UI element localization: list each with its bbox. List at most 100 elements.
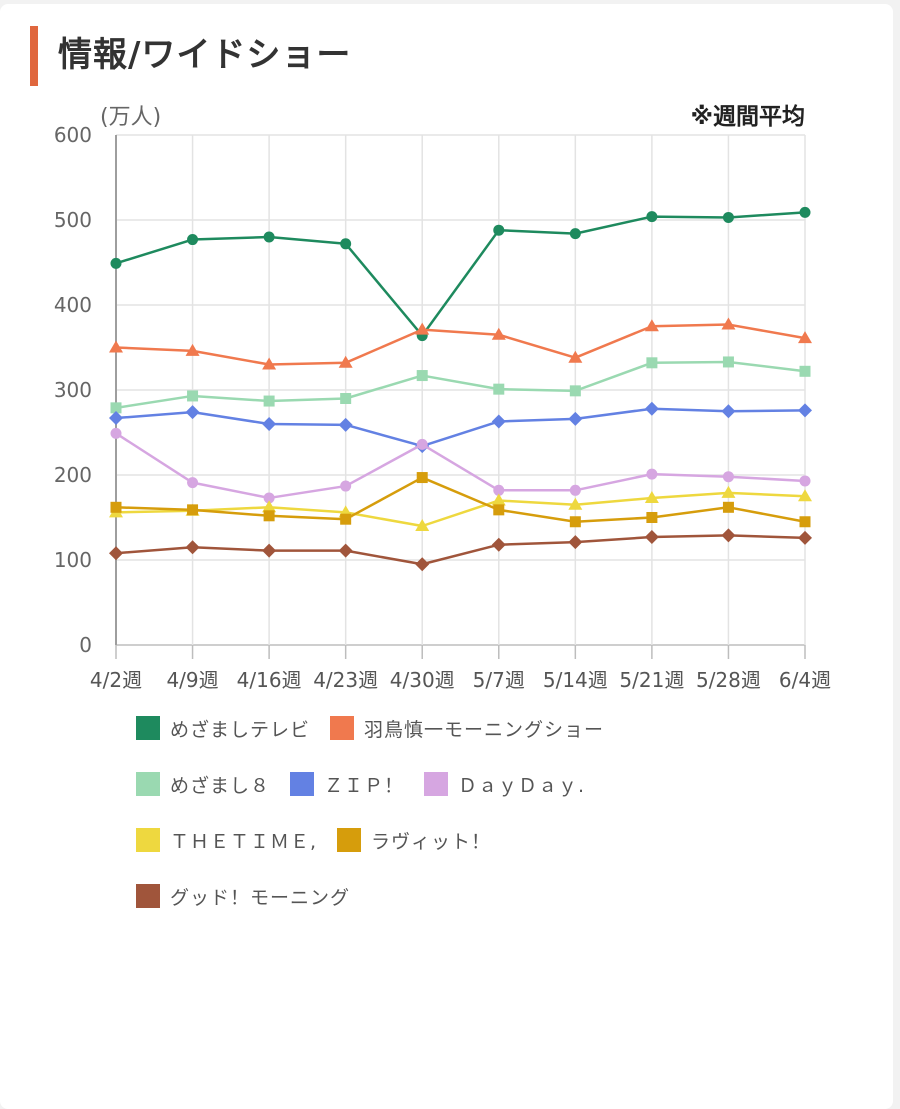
legend-swatch bbox=[330, 716, 355, 740]
x-tick-label: 4/16週 bbox=[237, 668, 302, 692]
data-point bbox=[262, 417, 277, 431]
data-point bbox=[799, 475, 811, 487]
x-tick-label: 5/14週 bbox=[543, 668, 608, 692]
line-chart: 0 100 200 300 400 500 600 4/2週 4/9週 4/16週 4/23週 4/3… bbox=[54, 103, 831, 692]
series-line bbox=[115, 360, 806, 410]
data-point bbox=[185, 343, 200, 356]
data-point bbox=[415, 557, 430, 572]
data-point bbox=[799, 365, 811, 377]
series-line bbox=[115, 534, 806, 566]
data-point bbox=[798, 331, 812, 344]
data-point bbox=[262, 500, 277, 513]
x-tick-label: 5/7週 bbox=[473, 668, 525, 692]
data-point bbox=[340, 238, 352, 250]
series-line bbox=[115, 211, 806, 337]
legend-item[interactable]: ラヴィット！ bbox=[337, 828, 491, 853]
data-point bbox=[493, 383, 505, 395]
data-point bbox=[491, 414, 506, 429]
legend-label: グッド！モーニング bbox=[170, 886, 351, 909]
data-point bbox=[644, 319, 659, 332]
legend-swatch bbox=[136, 884, 160, 908]
data-point bbox=[338, 355, 353, 368]
legend-swatch bbox=[136, 772, 160, 796]
data-point bbox=[262, 543, 277, 558]
data-point bbox=[262, 357, 277, 370]
data-point bbox=[722, 356, 734, 368]
series-line bbox=[115, 432, 806, 500]
data-point bbox=[416, 438, 428, 450]
title-accent-bar bbox=[30, 26, 38, 86]
chart-note: ※週間平均 bbox=[691, 103, 805, 130]
series-line bbox=[115, 476, 806, 523]
y-axis-unit-label: (万人) bbox=[100, 105, 161, 130]
x-tick-label: 4/2週 bbox=[90, 668, 142, 692]
x-tick-label: 4/30週 bbox=[390, 668, 455, 692]
data-point bbox=[185, 405, 200, 420]
page-title: 情報/ワイドショー bbox=[58, 35, 352, 75]
data-point bbox=[340, 393, 352, 404]
legend-item[interactable]: めざましテレビ bbox=[136, 716, 311, 741]
data-point bbox=[493, 504, 505, 516]
data-point bbox=[799, 206, 811, 218]
data-point bbox=[263, 395, 275, 407]
legend-swatch bbox=[424, 772, 449, 796]
data-point bbox=[798, 489, 812, 502]
data-point bbox=[644, 530, 659, 545]
data-point bbox=[493, 224, 505, 236]
legend-item[interactable]: グッド！モーニング bbox=[136, 884, 351, 909]
data-point bbox=[722, 471, 734, 483]
data-point bbox=[340, 480, 352, 492]
legend-label: ＴＨＥＴＩＭＥ, bbox=[170, 830, 318, 853]
data-point bbox=[491, 537, 506, 552]
data-point bbox=[644, 490, 659, 503]
data-point bbox=[721, 528, 736, 543]
data-point bbox=[568, 350, 583, 363]
legend-swatch bbox=[136, 716, 160, 740]
data-point bbox=[109, 546, 123, 561]
chart-legend: めざましテレビ 羽鳥慎一モーニングショーめざまし８ ＺＩＰ！ ＤａｙＤａｙ. ＴＨＥＴＩ… bbox=[136, 716, 756, 909]
data-point bbox=[187, 477, 199, 489]
data-point bbox=[798, 530, 812, 545]
data-point bbox=[187, 504, 199, 516]
legend-item[interactable]: 羽鳥慎一モーニングショー bbox=[330, 716, 605, 741]
data-point bbox=[187, 390, 199, 402]
legend-label: 羽鳥慎一モーニングショー bbox=[364, 718, 605, 741]
data-point bbox=[722, 501, 734, 513]
x-tick-label: 5/21週 bbox=[619, 668, 684, 692]
legend-item[interactable]: ＺＩＰ！ bbox=[290, 772, 404, 797]
data-point bbox=[338, 417, 353, 432]
data-point bbox=[721, 317, 736, 330]
chart-card bbox=[0, 4, 893, 1109]
data-point bbox=[187, 234, 199, 246]
legend-item[interactable]: ＤａｙＤａｙ. bbox=[424, 772, 585, 797]
legend-label: めざましテレビ bbox=[170, 718, 311, 741]
legend-item[interactable]: めざまし８ bbox=[136, 772, 270, 797]
data-point bbox=[185, 540, 200, 555]
legend-swatch bbox=[290, 772, 315, 796]
data-point bbox=[416, 472, 428, 484]
data-point bbox=[491, 327, 506, 340]
data-point bbox=[646, 512, 658, 523]
data-point bbox=[721, 485, 736, 498]
series-line bbox=[115, 491, 806, 528]
data-point bbox=[569, 516, 581, 528]
data-point bbox=[493, 484, 505, 496]
data-point bbox=[799, 516, 811, 528]
data-point bbox=[109, 411, 123, 426]
series-line bbox=[115, 323, 806, 366]
y-tick-label: 100 bbox=[54, 548, 92, 572]
x-tick-label: 4/23週 bbox=[313, 668, 378, 692]
data-point bbox=[568, 497, 583, 510]
data-point bbox=[110, 501, 122, 513]
data-point bbox=[110, 257, 122, 269]
data-point bbox=[569, 228, 581, 240]
data-point bbox=[491, 493, 506, 506]
legend-item[interactable]: ＴＨＥＴＩＭＥ, bbox=[136, 828, 318, 853]
legend-swatch bbox=[337, 828, 362, 852]
data-point bbox=[338, 543, 353, 558]
data-point bbox=[568, 411, 583, 426]
data-point bbox=[569, 484, 581, 496]
data-point bbox=[110, 402, 122, 414]
data-point bbox=[646, 211, 658, 223]
x-tick-label: 4/9週 bbox=[166, 668, 218, 692]
